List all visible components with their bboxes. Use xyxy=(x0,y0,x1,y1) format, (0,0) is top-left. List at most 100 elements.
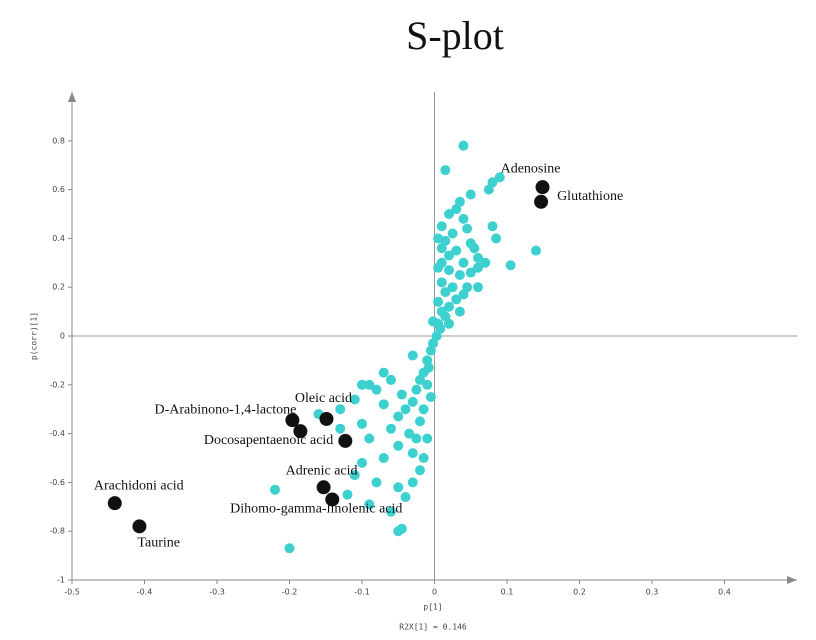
point xyxy=(415,374,425,385)
point xyxy=(458,140,469,151)
point xyxy=(447,228,458,239)
point xyxy=(469,243,480,254)
point xyxy=(465,189,476,200)
x-tick-label: -0.1 xyxy=(354,588,370,597)
point xyxy=(335,404,346,415)
x-tick-label: 0.4 xyxy=(718,588,731,597)
point xyxy=(284,543,295,554)
point xyxy=(444,301,454,312)
highlight-point xyxy=(316,480,331,495)
point xyxy=(505,260,516,271)
x-tick-label: 0.2 xyxy=(573,588,586,597)
point xyxy=(418,453,429,463)
point xyxy=(378,453,389,463)
point xyxy=(400,404,411,415)
highlight-point xyxy=(285,413,300,428)
x-tick-label: 0.1 xyxy=(501,588,514,597)
point xyxy=(415,416,425,427)
point xyxy=(444,318,454,329)
y-tick-label: -0.6 xyxy=(49,478,65,487)
point xyxy=(386,423,396,434)
annotation: Arachidoni acid xyxy=(94,478,184,493)
y-tick-label: -0.2 xyxy=(49,380,65,389)
y-tick-label: 0.8 xyxy=(52,136,65,145)
point xyxy=(451,294,462,305)
point xyxy=(407,396,418,407)
point xyxy=(386,506,396,517)
point xyxy=(422,433,433,444)
annotation: Dihomo-gamma-linolenic acid xyxy=(230,502,402,517)
point xyxy=(396,523,407,534)
point xyxy=(270,484,280,495)
point xyxy=(378,367,389,378)
point xyxy=(411,384,422,395)
point xyxy=(349,394,360,405)
point xyxy=(378,399,389,410)
point xyxy=(400,492,411,503)
highlight-point xyxy=(293,424,308,439)
x-tick-label: -0.5 xyxy=(64,588,80,597)
point xyxy=(386,374,396,385)
point xyxy=(462,223,473,234)
point xyxy=(396,389,407,400)
y-tick-label: -1 xyxy=(57,576,65,585)
point xyxy=(335,423,346,434)
annotation: Adenosine xyxy=(501,161,561,176)
point xyxy=(425,392,436,402)
y-tick-label: 0.4 xyxy=(52,234,65,243)
y-tick-label: -0.4 xyxy=(49,429,65,438)
x-tick-label: -0.4 xyxy=(137,588,153,597)
point xyxy=(364,499,375,510)
point xyxy=(407,448,418,459)
point xyxy=(487,221,498,232)
point xyxy=(422,379,433,390)
point xyxy=(393,440,404,451)
annotation: Oleic acid xyxy=(295,391,352,406)
point xyxy=(407,477,418,488)
point xyxy=(415,465,425,476)
point xyxy=(440,165,451,176)
point xyxy=(458,289,469,300)
point xyxy=(357,379,367,390)
highlight-point xyxy=(325,492,340,507)
point xyxy=(433,262,444,273)
highlight-point xyxy=(535,180,550,195)
point xyxy=(357,457,367,468)
point xyxy=(393,411,404,422)
point xyxy=(364,433,375,444)
point xyxy=(473,282,483,293)
x-tick-label: -0.3 xyxy=(209,588,225,597)
highlight-point xyxy=(534,194,549,209)
chart-title: S-plot xyxy=(406,13,504,58)
point xyxy=(440,287,451,298)
point xyxy=(425,345,436,356)
highlight-point xyxy=(132,519,147,534)
subtitle: R2X[1] = 0.146 xyxy=(399,623,467,632)
highlight-point xyxy=(338,433,353,448)
point xyxy=(483,184,494,195)
point xyxy=(364,379,375,390)
x-axis-label: p[1] xyxy=(423,603,442,612)
y-axis-arrow xyxy=(68,92,76,102)
y-axis-label: p(corr)[1] xyxy=(30,312,39,360)
point xyxy=(465,267,476,278)
point xyxy=(444,265,454,276)
point xyxy=(436,243,447,254)
point xyxy=(436,277,447,288)
point xyxy=(428,316,439,327)
point xyxy=(342,489,353,500)
point xyxy=(454,270,465,280)
point xyxy=(418,404,429,415)
point xyxy=(458,257,469,268)
point xyxy=(480,257,491,268)
y-tick-label: -0.8 xyxy=(49,527,65,536)
annotation: D-Arabinono-1,4-lactone xyxy=(154,402,296,417)
point xyxy=(473,262,483,273)
point xyxy=(371,477,382,488)
point xyxy=(411,433,422,444)
point xyxy=(458,213,469,224)
point xyxy=(404,428,415,439)
point xyxy=(371,384,382,395)
highlight-point xyxy=(107,496,122,511)
